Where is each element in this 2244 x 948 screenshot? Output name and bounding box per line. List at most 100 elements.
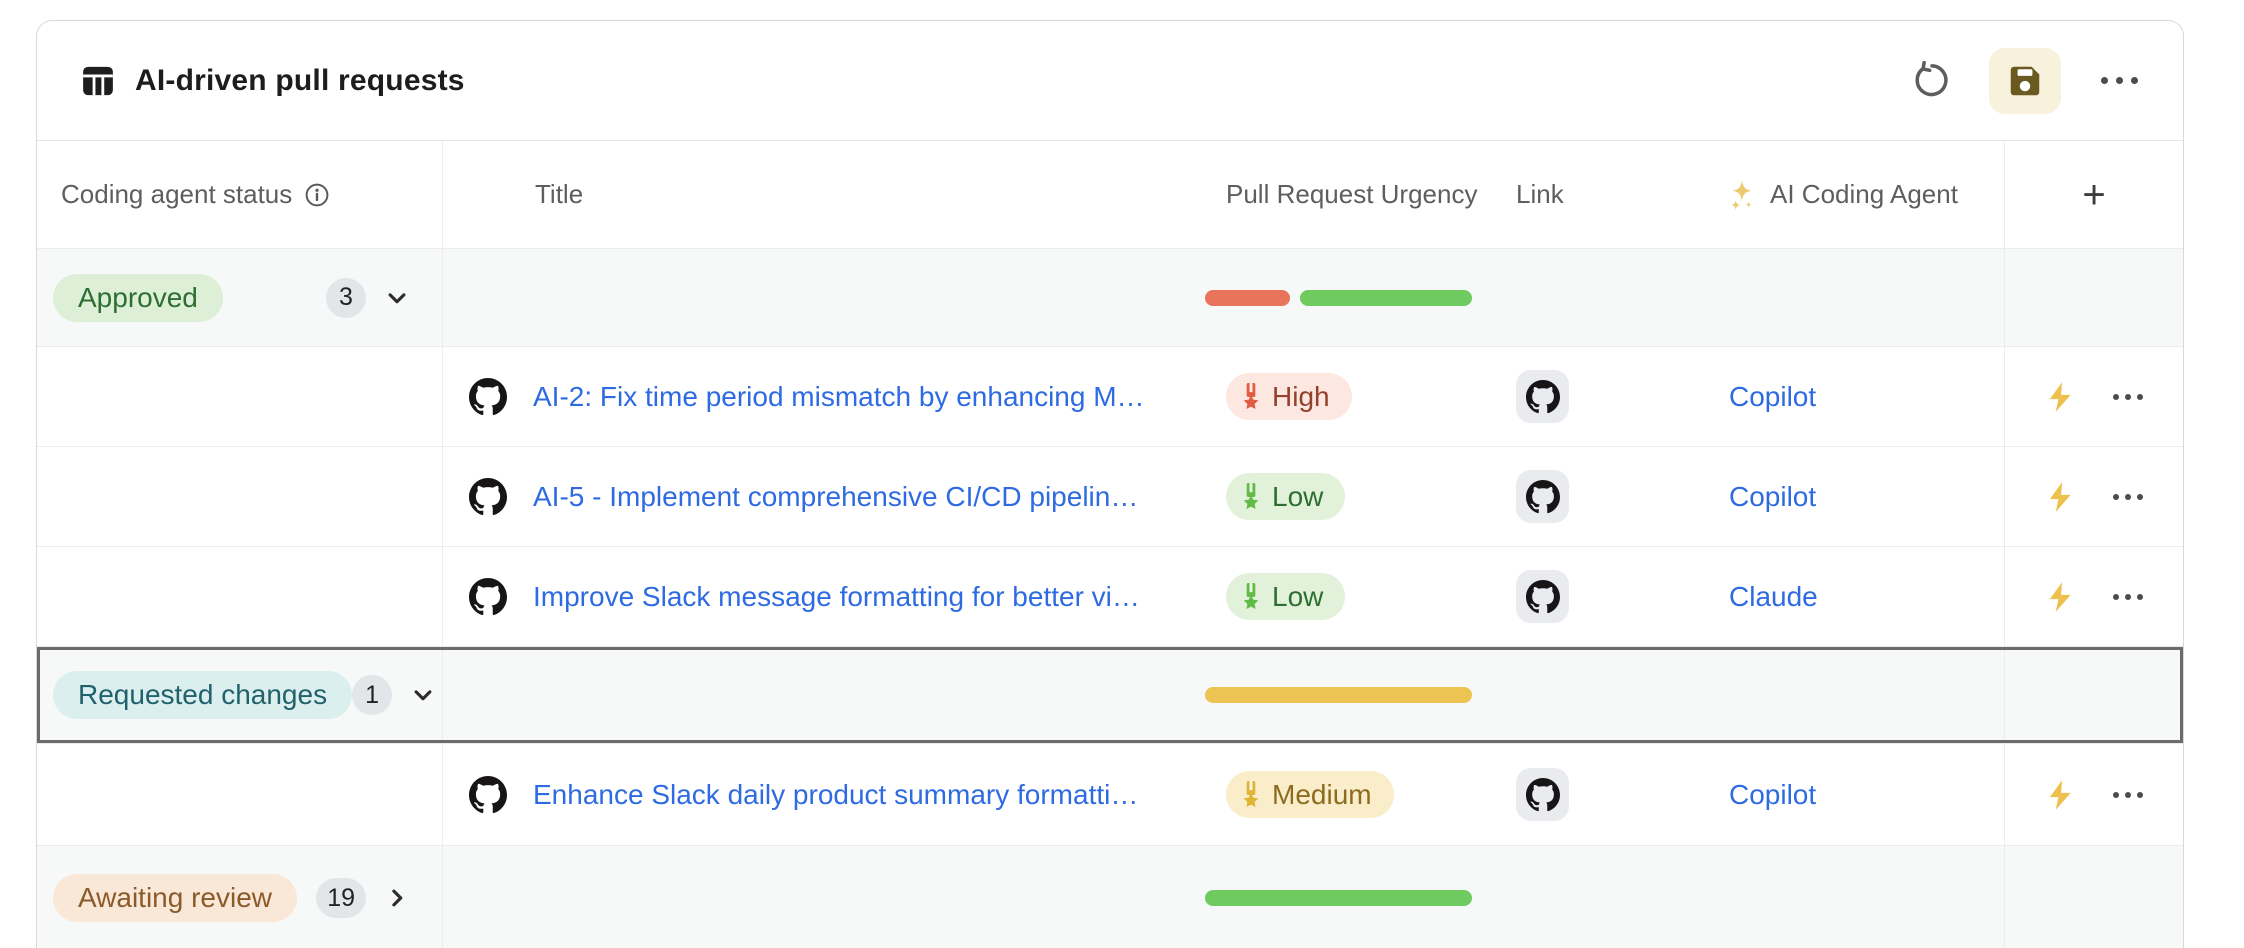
github-link-button[interactable] [1516,370,1569,423]
urgency-distribution [1204,647,1494,743]
status-cell[interactable] [37,547,442,646]
urgency-cell[interactable]: Low [1204,447,1494,546]
plus-icon: + [2082,172,2106,217]
chevron-down-icon [388,292,406,303]
column-header-title[interactable]: Title [442,141,1204,248]
github-link-button[interactable] [1516,570,1569,623]
urgency-cell[interactable]: Medium [1204,744,1494,845]
medal-icon [1243,482,1259,509]
column-header-row: Coding agent status Title Pull Request U… [37,141,2183,249]
group-empty-cell [442,249,1204,346]
pull-request-title-link[interactable]: AI-2: Fix time period mismatch by enhanc… [533,380,1145,412]
save-button[interactable] [1989,47,2061,114]
automation-bolt-icon[interactable] [2045,581,2075,613]
column-header-status[interactable]: Coding agent status [37,141,442,248]
row-more-button[interactable] [2113,593,2143,600]
status-badge: Approved [53,273,223,322]
row-more-button[interactable] [2113,493,2143,500]
pull-request-title-link[interactable]: AI-5 - Implement comprehensive CI/CD pip… [533,480,1139,512]
title-cell[interactable]: Enhance Slack daily product summary form… [442,744,1204,845]
expand-group-button[interactable] [382,883,412,913]
link-cell [1494,547,1705,646]
github-icon [1525,479,1560,513]
urgency-label: Low [1272,480,1324,512]
github-link-button[interactable] [1516,470,1569,523]
title-cell[interactable]: AI-5 - Implement comprehensive CI/CD pip… [442,447,1204,546]
link-cell [1494,447,1705,546]
urgency-label: High [1272,380,1330,412]
collapse-group-button[interactable] [408,680,438,710]
row-actions-cell [2004,447,2183,546]
automation-bolt-icon[interactable] [2045,381,2075,413]
agent-link[interactable]: Copilot [1729,480,1817,512]
agent-cell[interactable]: Claude [1705,547,2004,646]
title-cell[interactable]: AI-2: Fix time period mismatch by enhanc… [442,347,1204,446]
pull-request-title-link[interactable]: Enhance Slack daily product summary form… [533,778,1139,810]
automation-bolt-icon[interactable] [2045,779,2075,811]
table-row: AI-5 - Implement comprehensive CI/CD pip… [37,447,2183,547]
github-icon [1525,777,1560,811]
link-cell [1494,744,1705,845]
table-row: Improve Slack message formatting for bet… [37,547,2183,647]
urgency-label: Medium [1272,778,1372,810]
group-row-awaiting-review: Awaiting review 19 [37,846,2183,948]
title-actions [1899,47,2151,114]
urgency-cell[interactable]: Low [1204,547,1494,646]
undo-button[interactable] [1899,49,1963,113]
save-icon [2010,66,2040,95]
link-cell [1494,347,1705,446]
distribution-bar-low [1205,890,1472,906]
column-label: Pull Request Urgency [1226,179,1478,209]
group-header-cell[interactable]: Requested changes 1 [37,647,442,743]
status-cell[interactable] [37,447,442,546]
row-more-button[interactable] [2113,393,2143,400]
status-cell[interactable] [37,744,442,845]
row-more-button[interactable] [2113,791,2143,798]
pull-request-title-link[interactable]: Improve Slack message formatting for bet… [533,580,1140,612]
medal-icon [1243,582,1259,609]
row-actions-cell [2004,744,2183,845]
github-icon [1525,379,1560,413]
group-row-approved: Approved 3 [37,249,2183,347]
agent-link[interactable]: Copilot [1729,380,1817,412]
page-title: AI-driven pull requests [135,63,465,97]
urgency-label: Low [1272,580,1324,612]
sparkle-icon [1731,179,1752,210]
group-empty-cell [2004,846,2183,948]
title-cell[interactable]: Improve Slack message formatting for bet… [442,547,1204,646]
agent-cell[interactable]: Copilot [1705,347,2004,446]
table-row: AI-2: Fix time period mismatch by enhanc… [37,347,2183,447]
group-count: 1 [352,675,393,715]
group-count: 19 [316,878,366,918]
group-empty-cell [2004,249,2183,346]
group-header-cell[interactable]: Approved 3 [37,249,442,346]
urgency-cell[interactable]: High [1204,347,1494,446]
ellipsis-icon [2100,77,2138,84]
medal-icon [1243,382,1259,409]
github-link-button[interactable] [1516,768,1569,821]
group-empty-cell [1494,249,1705,346]
add-field-button[interactable]: + [2004,141,2183,248]
group-header-cell[interactable]: Awaiting review 19 [37,846,442,948]
agent-cell[interactable]: Copilot [1705,447,2004,546]
agent-link[interactable]: Claude [1729,580,1818,612]
collapse-group-button[interactable] [382,283,412,313]
column-header-ai-coding-agent[interactable]: AI Coding Agent [1705,141,2004,248]
automation-bolt-icon[interactable] [2045,481,2075,513]
status-cell[interactable] [37,347,442,446]
group-empty-cell [1705,846,2004,948]
distribution-bar-high [1205,289,1291,306]
view-more-button[interactable] [2087,49,2151,113]
urgency-badge: Low [1226,473,1346,520]
column-label: Title [535,179,584,209]
column-header-link[interactable]: Link [1494,141,1705,248]
urgency-badge: Medium [1226,771,1394,818]
row-actions-cell [2004,547,2183,646]
column-header-urgency[interactable]: Pull Request Urgency [1204,141,1494,248]
agent-link[interactable]: Copilot [1729,778,1817,810]
agent-cell[interactable]: Copilot [1705,744,2004,845]
urgency-distribution [1204,249,1494,346]
group-empty-cell [442,647,1204,743]
undo-icon [1915,60,1948,96]
info-icon[interactable] [304,182,330,208]
